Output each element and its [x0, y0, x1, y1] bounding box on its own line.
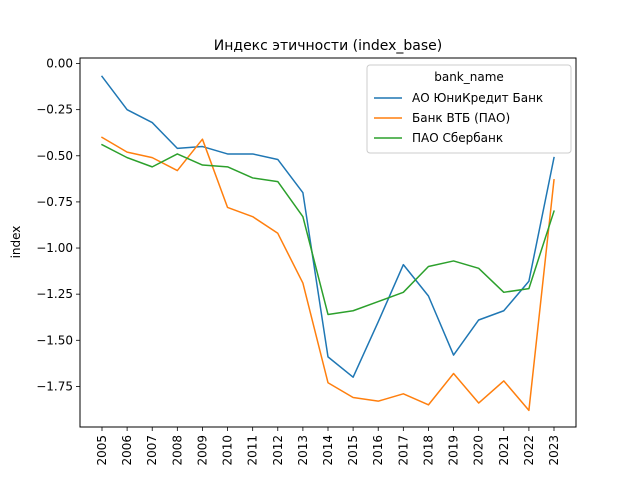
legend-items: АО ЮниКредит Банк Банк ВТБ (ПАО) ПАО Сберб…: [374, 91, 543, 145]
y-tick-label: −1.00: [36, 241, 73, 255]
x-tick-label: 2012: [271, 435, 285, 466]
y-tick-label: −0.50: [36, 149, 73, 163]
series-layer: [100, 75, 555, 412]
legend-label-2: ПАО Сбербанк: [412, 131, 503, 145]
series-line-2: [100, 143, 555, 316]
x-tick-label: 2019: [447, 435, 461, 466]
x-tick-label: 2020: [472, 435, 486, 466]
series-line-1: [100, 136, 555, 412]
legend-box: [366, 64, 572, 154]
x-tick-label: 2017: [396, 435, 410, 466]
y-tick-label: −0.25: [36, 103, 73, 117]
x-tick-label: 2022: [522, 435, 536, 466]
x-tick-label: 2005: [95, 435, 109, 466]
y-axis-label: index: [9, 226, 23, 259]
chart-title: Индекс этичности (index_base): [214, 38, 442, 54]
x-tick-label: 2018: [421, 435, 435, 466]
x-tick-label: 2007: [145, 435, 159, 466]
plot-area: 2005 2006 2007 2008 2009 2010 2011 2012 2013 2014…: [36, 57, 577, 466]
legend-label-0: АО ЮниКредит Банк: [412, 91, 543, 105]
x-tick-label: 2008: [170, 435, 184, 466]
x-tick-label: 2014: [321, 435, 335, 466]
series-line-0: [100, 75, 555, 378]
legend-title: bank_name: [434, 70, 504, 84]
x-axis: 2005 2006 2007 2008 2009 2010 2011 2012 2013 2014…: [95, 427, 561, 466]
x-tick-label: 2016: [371, 435, 385, 466]
x-tick-label: 2010: [221, 435, 235, 466]
y-tick-label: −0.75: [36, 195, 73, 209]
x-tick-label: 2013: [296, 435, 310, 466]
x-tick-label: 2009: [195, 435, 209, 466]
y-tick-label: −1.25: [36, 287, 73, 301]
x-tick-label: 2011: [246, 435, 260, 466]
x-tick-label: 2015: [346, 435, 360, 466]
x-tick-label: 2023: [547, 435, 561, 466]
x-tick-label: 2006: [120, 435, 134, 466]
y-axis: 0.00 −0.25 −0.50 −0.75 −1.00 −1.25 −1.50 −1.75: [36, 57, 80, 393]
y-tick-label: 0.00: [46, 57, 73, 71]
legend-label-1: Банк ВТБ (ПАО): [412, 111, 510, 125]
y-tick-label: −1.50: [36, 333, 73, 347]
legend: bank_name АО ЮниКредит Банк Банк ВТБ (ПАО…: [366, 64, 572, 154]
x-tick-label: 2021: [497, 435, 511, 466]
y-tick-label: −1.75: [36, 379, 73, 393]
